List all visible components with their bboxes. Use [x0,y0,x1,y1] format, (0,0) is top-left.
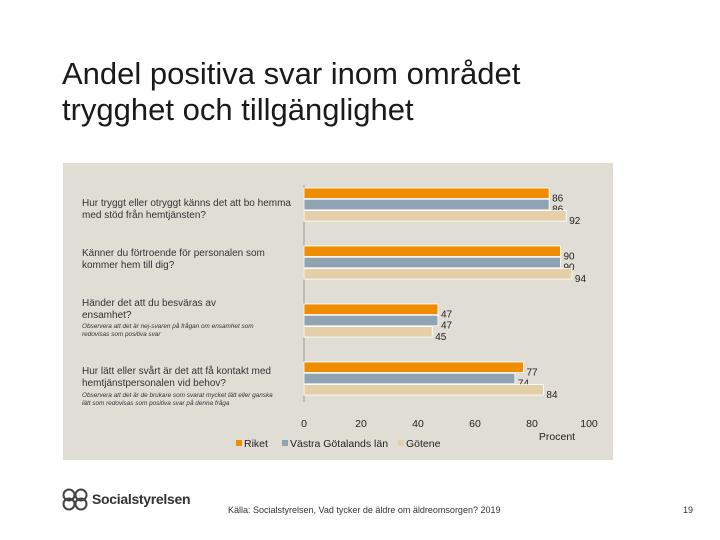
logo-emblem-icon [62,488,88,511]
data-label-q3-s1: 47 [441,309,453,320]
data-label-q4-s2: 74 [518,379,530,390]
question-note-4: Observera att det är de brukare som svar… [82,392,273,407]
data-label-q2-s2: 90 [564,263,576,274]
data-label-q1-s2: 86 [552,205,564,216]
bar-q2-v-stra-g-talands-l-n [303,256,561,269]
data-label-q3-s3: 45 [435,332,447,343]
legend-label-3: Götene [406,438,441,450]
bar-q2-g-tene [303,268,573,280]
bar-q4-riket [303,361,524,373]
legend-swatch-2 [282,440,288,446]
bar-q3-g-tene [303,326,433,338]
bar-q4-g-tene [303,384,544,396]
data-label-q2-s3: 94 [575,274,587,285]
question-label-4: Hur lätt eller svårt är det att få konta… [82,366,271,389]
question-note-3: Observera att det är nej-svaren på fråga… [82,323,254,338]
data-label-q4-s3: 84 [546,390,558,401]
data-label-q2-s1: 90 [564,251,576,262]
question-label-1: Hur tryggt eller otryggt känns det att b… [82,198,291,221]
legend-swatch-1 [236,440,242,446]
legend-label-1: Riket [244,438,268,450]
x-tick-label-80: 80 [526,418,538,430]
slide-title: Andel positiva svar inom området trygghe… [62,56,682,128]
x-tick-label-0: 0 [301,418,307,430]
source-note: Källa: Socialstyrelsen, Vad tycker de äl… [228,505,501,515]
bar-q3-v-stra-g-talands-l-n [303,314,439,327]
legend-swatch-3 [398,440,404,446]
data-label-q1-s1: 86 [552,193,564,204]
x-tick-label-60: 60 [469,418,481,430]
bar-q1-g-tene [303,210,567,222]
bar-q2-riket [303,245,561,257]
question-label-3: Händer det att du besväras av ensamhet? [82,298,216,321]
bar-q3-riket [303,303,439,315]
data-label-q1-s3: 92 [569,216,581,227]
x-axis-label: Procent [539,431,575,443]
bar-q1-v-stra-g-talands-l-n [303,198,550,211]
x-tick-label-100: 100 [580,418,598,430]
legend-label-2: Västra Götalands län [290,438,388,450]
page-number: 19 [683,505,694,515]
question-label-2: Känner du förtroende för personalen som … [82,248,265,271]
x-tick-label-40: 40 [412,418,424,430]
data-label-q3-s2: 47 [441,321,453,332]
data-label-q4-s1: 77 [526,367,538,378]
logo-wordmark: Socialstyrelsen [92,491,191,507]
bar-q1-riket [303,187,550,199]
socialstyrelsen-logo: Socialstyrelsen [62,487,191,511]
title-line-1: Andel positiva svar inom området [62,56,521,91]
x-tick-label-20: 20 [355,418,367,430]
title-line-2: trygghet och tillgänglighet [62,92,414,127]
bar-q4-v-stra-g-talands-l-n [303,372,516,385]
